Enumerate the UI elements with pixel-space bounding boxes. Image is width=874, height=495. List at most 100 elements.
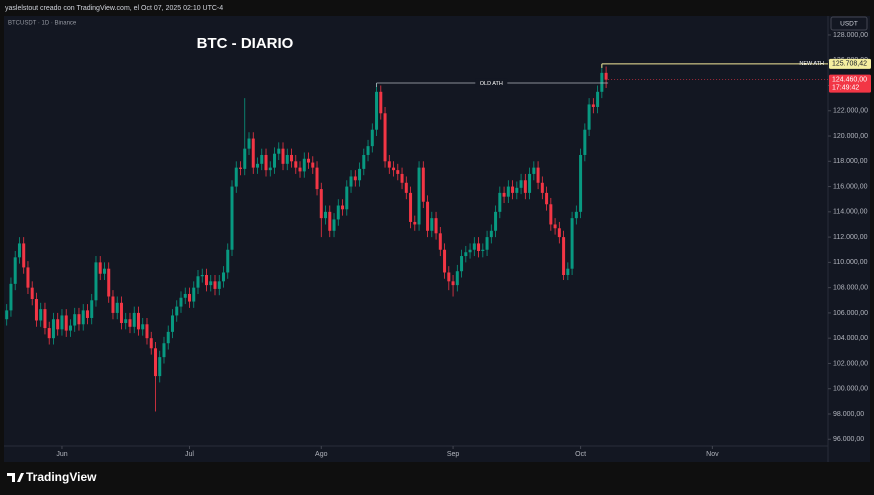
candle-body [519,180,523,188]
x-tick-label: Sep [447,451,460,458]
new-ath-price-box [829,58,871,69]
currency[interactable]: USDT [840,21,858,28]
logo: TradingView [7,470,97,484]
candle-body [115,302,119,313]
candle-body [77,314,81,325]
candle-body [56,319,60,330]
candle-body [600,72,604,92]
x-tick-label: Jul [185,451,194,458]
candle-body [64,315,68,331]
candle-body [566,268,570,276]
candle-body [5,310,9,320]
candle-body [553,224,557,229]
candle-body [455,271,459,286]
candle-body [345,186,349,210]
candle-body [545,192,549,205]
candle-body [175,306,179,316]
candle-body [383,113,387,162]
candle-body [9,283,13,311]
candle-body [472,243,476,250]
last-price-box [829,74,871,93]
candle-body [591,104,595,107]
candle-body [434,218,438,234]
candle-body [460,256,464,272]
candle-body [277,148,281,154]
currency-box[interactable] [830,16,868,31]
candle-body [468,249,472,253]
candle-body [230,186,234,250]
candle-body [341,205,345,210]
candle-body [523,180,527,193]
candle-body [119,302,123,324]
candle-body [43,309,47,329]
candle-body [604,72,608,80]
candle-body [260,154,264,164]
candle-body [485,237,489,250]
y-tick-label: 118.000,00 [833,158,868,165]
new-ath-price: 125.708,42 [832,61,867,68]
new-ath-label: NEW ATH [799,61,824,67]
symbol: BTCUSDT · 1D · Binance [8,21,77,27]
candle-body [324,211,328,219]
candle-body [81,310,85,325]
candle-body [268,167,272,171]
candle-body [149,338,153,349]
candle-body [315,167,319,190]
y-tick-label: 96.000,00 [833,436,864,443]
candles [5,63,608,412]
candle-body [502,192,506,197]
candle-body [170,315,174,332]
candle-body [273,153,277,168]
candle-body [438,233,442,250]
candle-body [515,187,519,193]
candle-body [47,328,51,339]
candle-body [387,161,391,168]
last-price: 124.460,00 [832,77,867,84]
candle-body [51,319,55,339]
candle-body [60,315,64,330]
candle-body [111,296,115,313]
candle-body [22,243,26,268]
candle-body [239,167,243,169]
candle-body [464,252,468,257]
candle-body [506,186,510,197]
x-tick-label: Jun [56,451,67,458]
candle-body [243,148,247,169]
candle-body [166,331,170,344]
candle-body [17,243,21,258]
candle-body [153,348,157,377]
y-tick-label: 128.000,00 [833,32,868,39]
candle-body [426,201,430,231]
candle-body [68,325,72,331]
candle-body [511,186,515,193]
candle-body [549,204,553,225]
candle-body [145,324,149,339]
candle-body [311,162,315,168]
candle-body [302,158,306,172]
x-tick-label: Nov [706,451,719,458]
y-tick-label: 122.000,00 [833,108,868,115]
candle-body [213,281,217,289]
candle-body [583,129,587,155]
candle-body [34,299,38,321]
candle-body [375,91,379,130]
candle-body [319,189,323,219]
candle-body [162,343,166,358]
candle-body [179,297,183,307]
candle-body [451,281,455,286]
candle-body [298,167,302,172]
candle-body [13,257,17,284]
candle-body [404,182,408,193]
y-tick-label: 120.000,00 [833,133,868,140]
candle-body [187,293,191,302]
candle-body [204,275,208,286]
y-tick-label: 106.000,00 [833,310,868,317]
candle-body [247,138,251,149]
candle-body [200,275,204,277]
candle-body [409,192,413,222]
y-tick-label: 114.000,00 [833,209,868,216]
x-tick-label: Oct [575,451,586,458]
candle-body [477,243,481,252]
candle-body [285,154,289,164]
candle-body [349,176,353,187]
